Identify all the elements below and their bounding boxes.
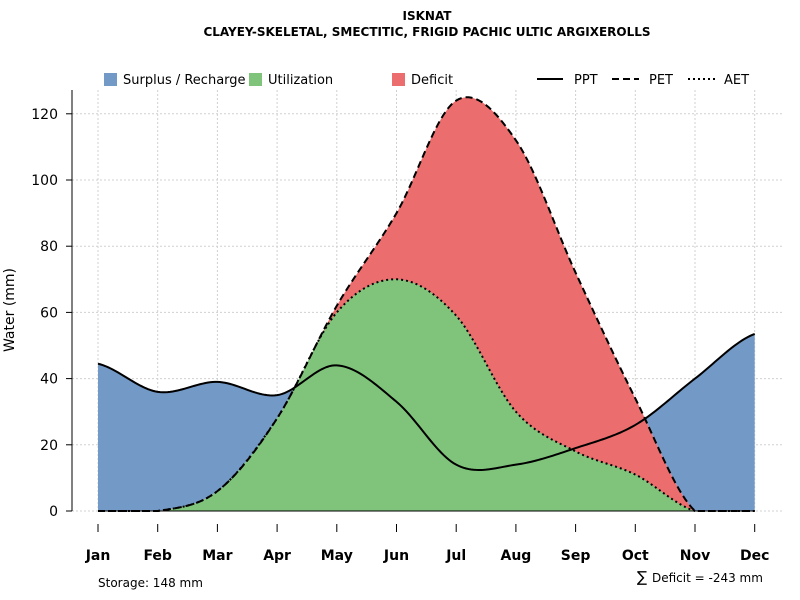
area-fills (98, 97, 755, 512)
legend-label-pet: PET (649, 73, 673, 88)
legend-label-aet: AET (724, 73, 749, 88)
x-tick-label: Apr (263, 548, 291, 564)
chart-subtitle: CLAYEY-SKELETAL, SMECTITIC, FRIGID PACHI… (203, 25, 650, 39)
surplus-recharge-area (98, 97, 755, 512)
y-tick-label: 0 (49, 504, 58, 520)
y-tick-label: 80 (40, 239, 58, 255)
deficit-sum-symbol: ∑ (637, 568, 647, 586)
axes: 0 20 40 60 80 100 120 Jan Feb Mar Apr May Jun Jul Aug S… (31, 90, 769, 564)
legend-label-deficit: Deficit (411, 73, 453, 88)
storage-annotation: Storage: 148 mm (98, 576, 203, 590)
utilization-area (98, 279, 755, 511)
x-tick-label: Jul (445, 548, 466, 564)
series-lines (97, 96, 756, 512)
x-tick-label: Mar (202, 548, 232, 564)
aet-line (98, 278, 755, 512)
x-tick-label: Sep (561, 548, 591, 564)
legend-label-ppt: PPT (574, 73, 598, 88)
y-tick-label: 20 (40, 438, 58, 454)
y-tick-label: 40 (40, 372, 58, 388)
x-tick-label: Dec (740, 548, 769, 564)
y-tick-label: 100 (31, 173, 58, 189)
x-tick-label: Oct (622, 548, 649, 564)
legend-swatch-deficit (392, 73, 405, 86)
deficit-annotation: Deficit = -243 mm (652, 571, 763, 585)
legend-label-surplus: Surplus / Recharge (123, 73, 246, 88)
y-axis-label: Water (mm) (2, 268, 18, 352)
legend-swatch-surplus (104, 73, 117, 86)
x-tick-label: Feb (143, 548, 172, 564)
legend: Surplus / Recharge Utilization Deficit P… (104, 73, 749, 88)
x-tick-label: Jun (383, 548, 409, 564)
x-tick-label: May (321, 548, 353, 564)
x-tick-label: Nov (680, 548, 710, 564)
chart-title: ISKNAT (403, 9, 453, 23)
legend-swatch-utilization (249, 73, 262, 86)
x-tick-label: Aug (500, 548, 531, 564)
legend-label-utilization: Utilization (268, 73, 333, 88)
x-tick-label: Jan (85, 548, 111, 564)
y-tick-label: 60 (40, 305, 58, 321)
y-tick-label: 120 (31, 107, 58, 123)
